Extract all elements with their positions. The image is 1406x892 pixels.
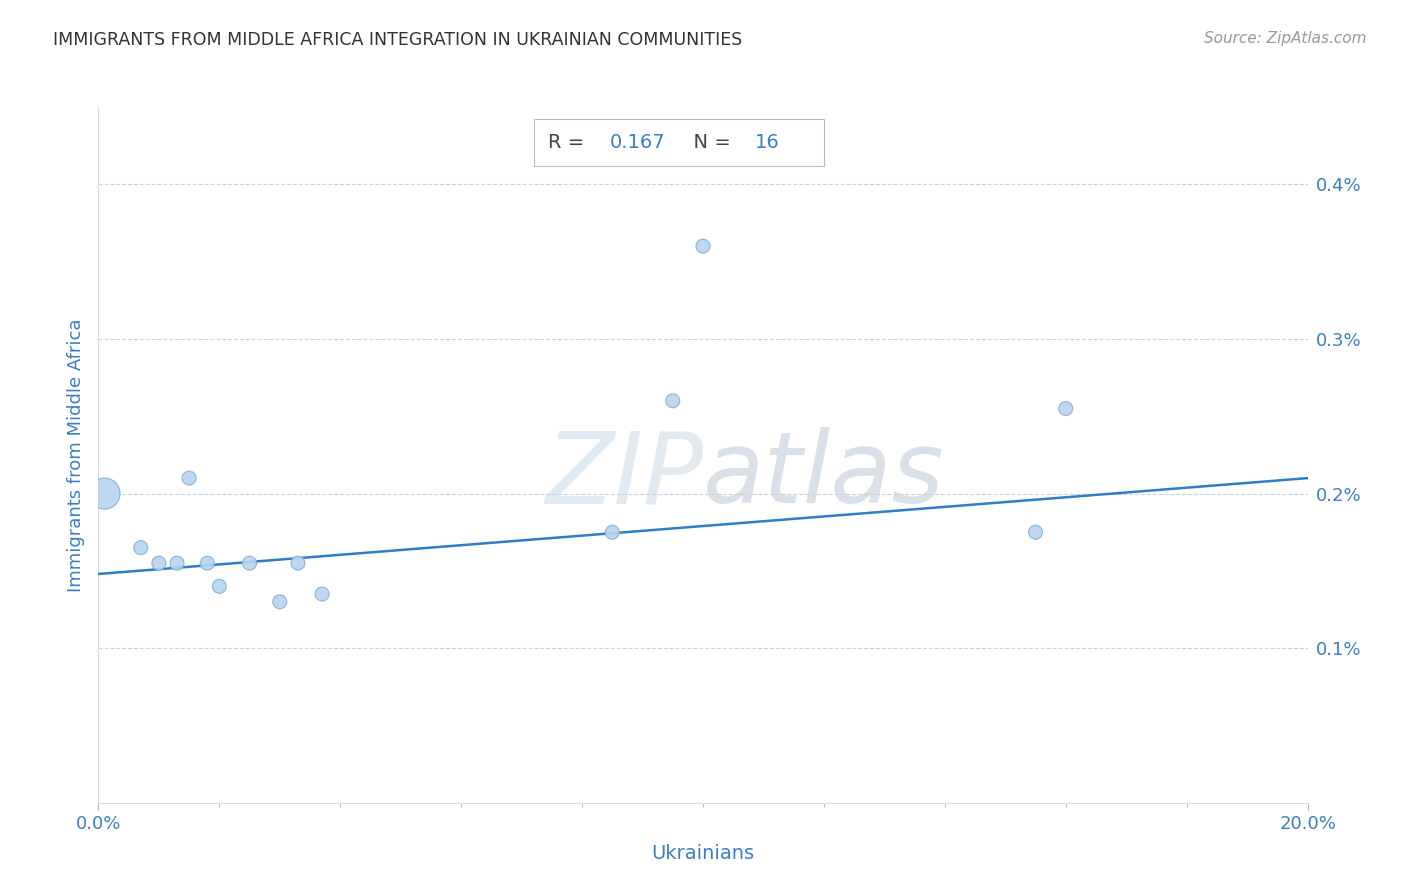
Point xyxy=(287,556,309,570)
Point xyxy=(602,525,624,540)
FancyBboxPatch shape xyxy=(534,119,824,166)
Point xyxy=(239,556,262,570)
Text: 0.167: 0.167 xyxy=(610,133,665,152)
X-axis label: Ukrainians: Ukrainians xyxy=(651,844,755,863)
Point xyxy=(208,579,231,593)
Point xyxy=(195,556,218,570)
Text: N =: N = xyxy=(682,133,737,152)
Point xyxy=(93,486,115,500)
Point xyxy=(179,471,201,485)
Text: R =: R = xyxy=(548,133,591,152)
Text: IMMIGRANTS FROM MIDDLE AFRICA INTEGRATION IN UKRAINIAN COMMUNITIES: IMMIGRANTS FROM MIDDLE AFRICA INTEGRATIO… xyxy=(53,31,742,49)
Point xyxy=(661,393,683,408)
Point xyxy=(692,239,714,253)
Point xyxy=(166,556,188,570)
Text: Source: ZipAtlas.com: Source: ZipAtlas.com xyxy=(1204,31,1367,46)
Point xyxy=(129,541,152,555)
Text: ZIP: ZIP xyxy=(544,427,703,524)
Text: atlas: atlas xyxy=(703,427,945,524)
Point xyxy=(311,587,333,601)
Point xyxy=(1054,401,1077,416)
Text: 16: 16 xyxy=(755,133,780,152)
Point xyxy=(1024,525,1046,540)
Point xyxy=(269,595,291,609)
Point xyxy=(148,556,170,570)
Y-axis label: Immigrants from Middle Africa: Immigrants from Middle Africa xyxy=(66,318,84,591)
